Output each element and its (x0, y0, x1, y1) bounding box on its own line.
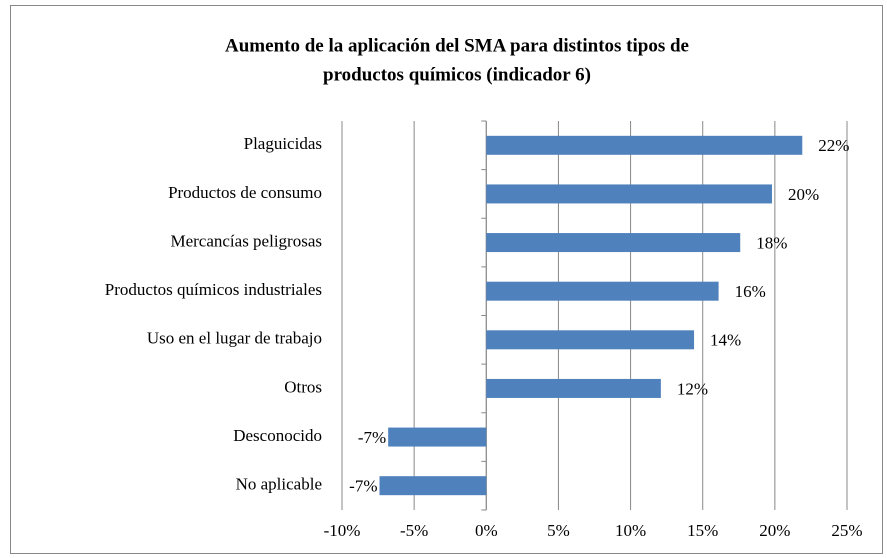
y-tick-label: No aplicable (236, 475, 322, 494)
y-tick-label: Desconocido (233, 426, 322, 445)
x-tick-label: 20% (759, 521, 790, 540)
bar (486, 184, 772, 204)
y-tick-label: Productos químicos industriales (105, 280, 322, 299)
data-label: -7% (349, 477, 377, 496)
data-label: 22% (818, 136, 849, 155)
y-tick-label: Mercancías peligrosas (170, 231, 322, 250)
x-tick-label: 15% (687, 521, 718, 540)
x-tick-label: 0% (475, 521, 498, 540)
chart-frame (10, 5, 883, 554)
chart-title: productos químicos (indicador 6) (323, 64, 591, 85)
y-tick-label: Otros (284, 377, 322, 396)
data-label: 16% (735, 282, 766, 301)
bar (486, 281, 719, 301)
x-tick-label: -10% (324, 521, 361, 540)
data-label: -7% (358, 428, 386, 447)
data-label: 20% (788, 185, 819, 204)
bar (388, 427, 487, 447)
y-tick-label: Plaguicidas (244, 134, 322, 153)
x-tick-label: 5% (547, 521, 570, 540)
data-label: 18% (756, 233, 787, 252)
bar (486, 378, 661, 398)
bar (379, 476, 487, 496)
y-tick-label: Productos de consumo (168, 183, 322, 202)
bar (486, 330, 695, 350)
bar (486, 135, 803, 155)
x-tick-label: -5% (400, 521, 428, 540)
x-tick-label: 25% (831, 521, 862, 540)
bar (486, 233, 741, 253)
data-label: 14% (710, 331, 741, 350)
x-tick-label: 10% (615, 521, 646, 540)
y-tick-label: Uso en el lugar de trabajo (147, 329, 322, 348)
data-label: 12% (677, 379, 708, 398)
chart-title: Aumento de la aplicación del SMA para di… (225, 35, 689, 56)
